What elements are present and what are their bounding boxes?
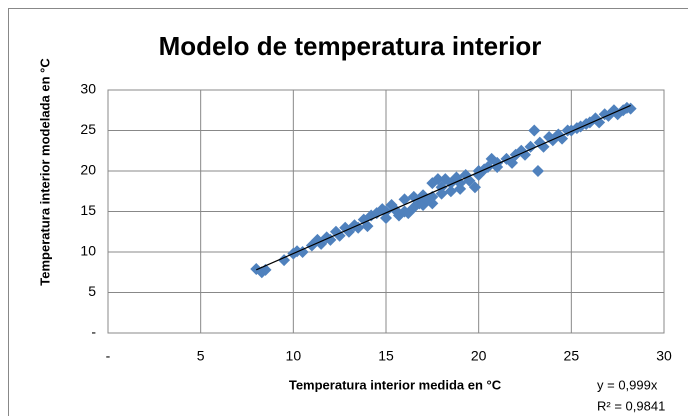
- x-tick-label: 20: [471, 348, 487, 364]
- scatter-point: [352, 221, 365, 234]
- scatter-point: [528, 124, 541, 137]
- x-tick-label: 15: [378, 348, 394, 364]
- trendline-equation: y = 0,999x: [597, 377, 658, 392]
- y-tick-label: 30: [80, 81, 96, 97]
- y-tick-label: 25: [80, 121, 96, 137]
- scatter-point: [468, 181, 481, 194]
- trendline-r2: R² = 0,9841: [597, 398, 665, 413]
- x-tick-label: 10: [286, 348, 302, 364]
- scatter-point: [444, 185, 457, 198]
- scatter-point: [296, 246, 309, 258]
- scatter-point: [398, 193, 411, 206]
- y-tick-label: -: [91, 324, 96, 340]
- scatter-point: [426, 197, 439, 210]
- x-tick-label: 30: [656, 348, 672, 364]
- y-axis-label: Temperatura interior modelada en °C: [37, 58, 52, 286]
- y-tick-label: 10: [80, 243, 96, 259]
- scatter-point: [624, 102, 637, 115]
- scatter-point: [380, 211, 392, 224]
- x-tick-label: -: [106, 348, 111, 364]
- scatter-point: [361, 220, 374, 233]
- scatter-point: [454, 182, 467, 195]
- scatter-point: [556, 132, 569, 145]
- scatter-point: [531, 165, 544, 177]
- trendline: [256, 104, 631, 271]
- scatter-point: [315, 237, 328, 250]
- scatter-point: [342, 225, 355, 238]
- chart-title: Modelo de temperatura interior: [159, 31, 542, 61]
- y-tick-label: 15: [80, 202, 96, 218]
- scatter-point: [491, 160, 504, 173]
- scatter-point: [324, 233, 337, 246]
- y-tick-label: 5: [88, 283, 96, 299]
- scatter-point: [435, 187, 448, 200]
- x-axis-label: Temperatura interior medida en °C: [289, 377, 502, 392]
- scatter-point: [593, 116, 606, 129]
- y-tick-label: 20: [80, 162, 96, 178]
- scatter-point: [524, 140, 537, 153]
- scatter-point: [278, 254, 291, 267]
- x-tick-label: 5: [197, 348, 205, 364]
- scatter-point: [519, 148, 531, 161]
- scatter-point: [537, 140, 550, 153]
- x-tick-label: 25: [564, 348, 580, 364]
- scatter-point: [333, 229, 346, 242]
